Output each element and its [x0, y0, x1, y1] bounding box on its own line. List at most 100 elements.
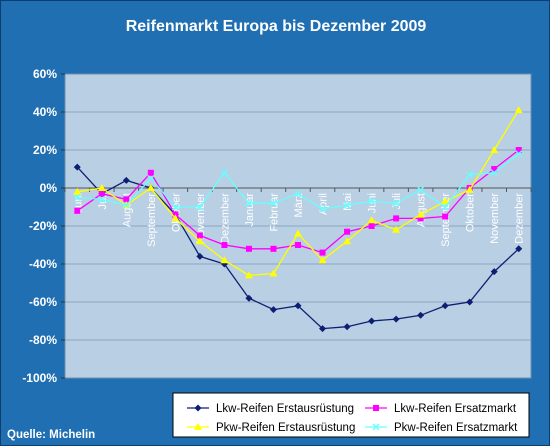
data-point: [269, 306, 277, 314]
y-tick-label: 0%: [40, 181, 58, 195]
data-point: [344, 228, 351, 235]
data-point: [171, 214, 180, 222]
y-tick-label: -60%: [29, 295, 57, 309]
data-point: [98, 190, 105, 197]
data-point: [417, 215, 424, 222]
data-point: [441, 302, 449, 310]
y-tick-label: -20%: [29, 219, 57, 233]
legend-label: Pkw-Reifen Ersatzmarkt: [394, 422, 518, 434]
data-point: [515, 150, 523, 158]
data-point: [490, 268, 498, 276]
data-point: [515, 245, 523, 253]
data-point: [244, 271, 253, 279]
y-tick-label: -80%: [29, 333, 57, 347]
data-point: [195, 237, 204, 245]
x-tick-label: März: [293, 193, 305, 217]
data-point: [416, 210, 425, 218]
data-point: [73, 163, 81, 171]
legend-box: [172, 392, 530, 438]
data-point: [392, 315, 400, 323]
legend-marker: [373, 405, 379, 411]
data-point: [367, 216, 376, 224]
data-point: [295, 242, 301, 248]
y-tick-label: 60%: [33, 67, 57, 81]
data-point: [441, 197, 450, 205]
data-point: [245, 199, 253, 207]
x-tick-label: August: [416, 193, 428, 227]
legend-entry: Pkw-Reifen Erstausrüstung: [187, 422, 355, 434]
data-point: [466, 171, 474, 179]
data-point: [393, 215, 400, 222]
data-point: [490, 146, 499, 153]
data-point: [221, 242, 228, 248]
y-tick-label: -40%: [29, 257, 57, 271]
data-point: [343, 237, 352, 245]
data-point: [196, 232, 203, 239]
data-point: [319, 205, 327, 213]
legend-entry: Pkw-Reifen Ersatzmarkt: [365, 422, 518, 434]
legend-label: Pkw-Reifen Erstausrüstung: [216, 422, 355, 434]
legend-marker: [194, 423, 202, 430]
data-point: [98, 195, 106, 203]
data-point: [442, 213, 449, 220]
y-tick-label: 40%: [33, 105, 57, 119]
data-point: [465, 185, 474, 193]
data-point: [196, 252, 204, 260]
legend-entry: Lkw-Reifen Erstausrüstung: [187, 403, 354, 415]
x-tick-label: September: [146, 193, 158, 247]
data-point: [392, 199, 400, 207]
data-point: [122, 176, 130, 184]
data-point: [171, 203, 179, 211]
data-point: [123, 196, 130, 203]
data-point: [97, 184, 106, 191]
data-point: [515, 147, 522, 153]
data-point: [245, 294, 253, 302]
data-point: [122, 201, 130, 209]
data-point: [196, 203, 204, 211]
data-point: [490, 169, 498, 177]
legend-marker: [194, 404, 202, 412]
legend-label: Lkw-Reifen Erstausrüstung: [216, 403, 354, 415]
y-axis-ticks: 60% 40% 20% 0% -20% -40% -60% -80% -100%: [22, 67, 65, 385]
series-3: [73, 106, 523, 279]
x-tick-label: Oktober: [465, 193, 477, 232]
data-point: [514, 106, 523, 114]
data-point: [269, 199, 277, 207]
x-tick-label: Dezember: [514, 193, 526, 244]
data-point: [220, 256, 229, 264]
series-group: [73, 106, 523, 333]
data-point: [294, 229, 302, 237]
data-point: [319, 249, 326, 256]
data-point: [441, 203, 449, 211]
x-tick-label: November: [489, 193, 501, 244]
legend-marker: [372, 423, 380, 431]
series-2: [74, 147, 522, 256]
data-point: [270, 245, 277, 252]
data-point: [392, 225, 401, 233]
grid-lines: [65, 111, 531, 341]
x-tick-label: Januar: [244, 193, 256, 227]
data-point: [220, 169, 228, 177]
data-point: [318, 256, 327, 264]
series-4: [73, 150, 523, 213]
data-point: [74, 207, 81, 214]
data-point: [146, 184, 155, 191]
x-tick-label: Mai: [342, 193, 354, 211]
x-tick-label: Dezember: [219, 193, 231, 244]
data-point: [147, 175, 155, 182]
data-point: [368, 197, 376, 205]
source-note: Quelle: Michelin: [7, 429, 95, 441]
data-point: [417, 186, 425, 194]
x-tick-label: Februar: [268, 193, 280, 232]
data-point: [417, 311, 425, 319]
data-point: [343, 201, 351, 209]
data-point: [147, 169, 154, 176]
y-tick-label: -100%: [22, 371, 57, 385]
legend-label: Lkw-Reifen Ersatzmarkt: [394, 403, 517, 415]
data-point: [294, 190, 302, 198]
legend-entry: Lkw-Reifen Ersatzmarkt: [365, 403, 517, 415]
data-point: [269, 269, 278, 277]
data-point: [319, 325, 327, 333]
